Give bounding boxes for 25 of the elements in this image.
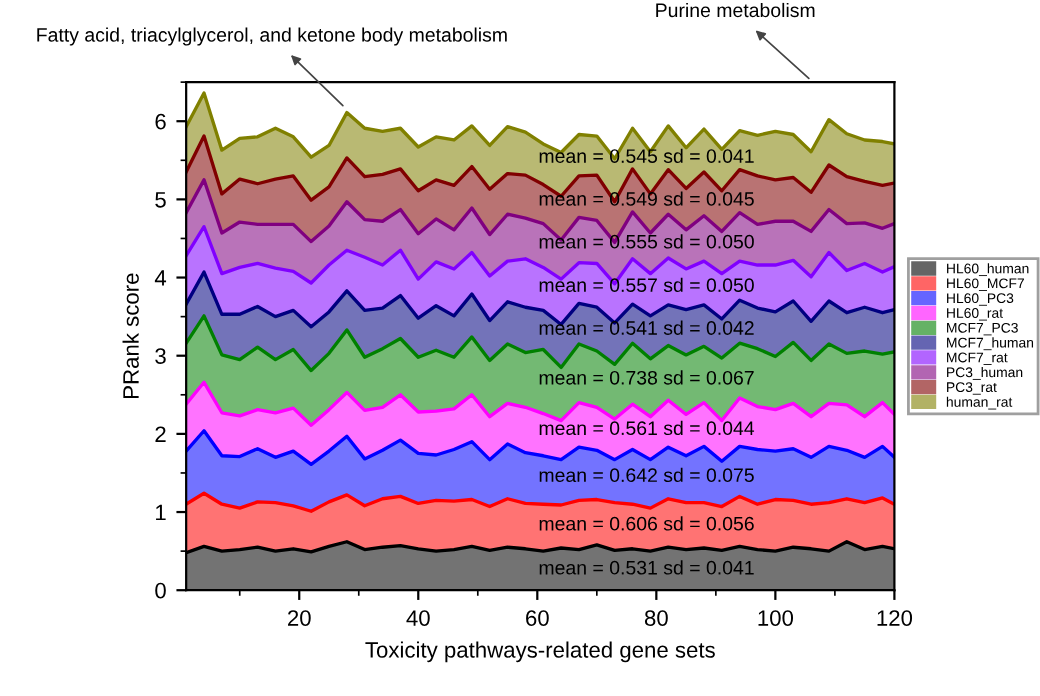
annotation: mean = 0.531 sd = 0.041 — [539, 560, 754, 575]
annotation: Fatty acid, triacylglycerol, and ketone body metabolism — [37, 27, 507, 46]
text: Purine metabolism — [656, 2, 815, 18]
y-tick-label: 3 — [155, 348, 166, 364]
x-axis-title: Toxicity pathways-related gene sets — [365, 641, 715, 663]
x-tick-label: 100 — [758, 610, 794, 626]
annotation: mean = 0.555 sd = 0.050 — [539, 234, 754, 249]
x-tick-label: 120 — [877, 610, 913, 626]
annotation: mean = 0.606 sd = 0.056 — [539, 516, 754, 531]
y-tick-label: 1 — [156, 504, 166, 521]
y-tick-label: 2 — [155, 426, 166, 442]
annotation: mean = 0.557 sd = 0.050 — [539, 277, 754, 293]
annotation: mean = 0.738 sd = 0.067 — [539, 370, 754, 385]
x-tick-label: 60 — [526, 610, 549, 626]
x-tick-label: 20 — [288, 610, 311, 626]
y-tick-label: 6 — [155, 113, 166, 130]
y-tick-label: 0 — [155, 582, 166, 599]
annotation: mean = 0.561 sd = 0.044 — [539, 420, 755, 436]
y-tick-label: 5 — [155, 192, 166, 208]
x-tick-label: 80 — [644, 610, 668, 626]
y-tick-label: 4 — [154, 270, 167, 286]
y-axis-title: PRank score — [122, 273, 139, 398]
annotation: mean = 0.642 sd = 0.075 — [539, 467, 754, 483]
annotation: mean = 0.541 sd = 0.042 — [539, 320, 754, 335]
x-tick-label: 40 — [406, 610, 430, 626]
